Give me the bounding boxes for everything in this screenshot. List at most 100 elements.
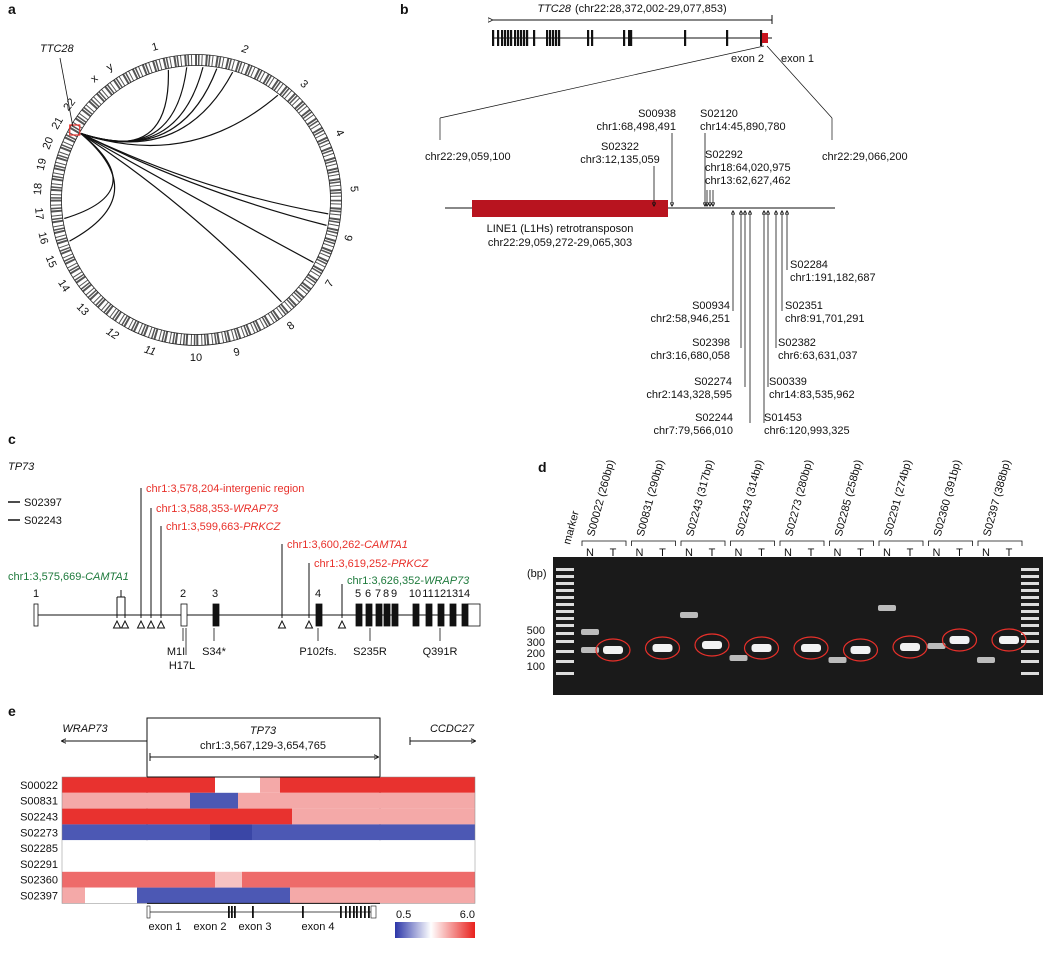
- heatmap-cell: [62, 792, 190, 809]
- ring-edge: [61, 65, 331, 335]
- ladder-label: 500: [527, 625, 545, 637]
- lane-bracket: [581, 540, 627, 546]
- gel-band: [977, 657, 995, 663]
- exon: [365, 603, 373, 627]
- ttc28-locus: [69, 124, 81, 136]
- panel-label: b: [400, 1, 409, 17]
- exon-number: 14: [458, 588, 470, 600]
- breakpoint-label: chr1:3,599,663-PRKCZ: [166, 521, 282, 533]
- exon-label: exon 2: [731, 53, 764, 65]
- exon: [368, 906, 370, 918]
- exon: [360, 906, 362, 918]
- gel-band: [999, 636, 1019, 644]
- ladder-band: [556, 568, 574, 571]
- breakpoint: [277, 619, 287, 629]
- gel: [553, 557, 1043, 695]
- locus: chr14:83,535,962: [769, 389, 855, 401]
- chromosome-label: 17: [32, 207, 45, 220]
- sample-label: S02291 (274bp): [882, 458, 914, 537]
- locus: chr7:79,566,010: [653, 425, 733, 437]
- sample-id: S02322: [601, 141, 639, 153]
- locus: chr1:3,575,669-: [8, 571, 85, 583]
- exon: [340, 906, 342, 918]
- exon: [353, 906, 355, 918]
- exon-label: exon 1: [781, 53, 814, 65]
- lane-bracket: [977, 540, 1023, 546]
- gel-band: [751, 644, 772, 652]
- mutation: S235R: [353, 646, 387, 658]
- gel-band: [581, 629, 599, 635]
- heatmap-cell: [252, 824, 475, 841]
- sample-id: S00934: [692, 300, 730, 312]
- gel-band: [652, 644, 673, 652]
- breakpoint: [156, 619, 166, 629]
- ring-edge: [50, 54, 342, 346]
- gel-band: [603, 646, 623, 654]
- gel-band: [581, 647, 599, 653]
- exon: [375, 603, 383, 627]
- panel-label: d: [538, 459, 547, 475]
- lane-label: T: [1006, 547, 1013, 559]
- locus: chr1:3,588,353-: [156, 503, 233, 515]
- sample-label: S00022 (260bp): [585, 458, 617, 537]
- ladder-label: 300: [527, 637, 545, 649]
- sample-id: S02284: [790, 259, 828, 271]
- locus: chr6:120,993,325: [764, 425, 850, 437]
- exon: [591, 30, 594, 46]
- exon-label: exon 1: [148, 921, 181, 933]
- exon: [630, 30, 633, 46]
- exon-label: exon 4: [301, 921, 334, 933]
- chromosome-label: 19: [35, 157, 49, 172]
- exon: [517, 30, 520, 46]
- sample-label: S02273 (280bp): [783, 458, 815, 537]
- scale-label: 0.5: [396, 909, 411, 921]
- exon: [461, 603, 469, 627]
- exon: [355, 603, 363, 627]
- exon: [504, 30, 507, 46]
- breakpoint-label: chr1:3,626,352-WRAP73: [347, 575, 470, 587]
- chromosome-label: 18: [32, 182, 45, 195]
- exon-number: 10: [409, 588, 421, 600]
- sample-label: S02397: [20, 891, 58, 903]
- gel-band: [878, 605, 896, 611]
- exon: [252, 906, 254, 918]
- exon: [492, 30, 495, 46]
- exon: [501, 30, 504, 46]
- breakpoint-label: chr1:3,619,252-PRKCZ: [314, 558, 430, 570]
- gene-label: TP73: [250, 725, 277, 737]
- ladder-band: [1021, 596, 1039, 599]
- line: [439, 45, 765, 119]
- ladder-band: [556, 582, 574, 585]
- exon: [558, 30, 561, 46]
- chromosome-label: 8: [285, 319, 297, 332]
- ladder-band: [556, 640, 574, 643]
- lane-label: T: [907, 547, 914, 559]
- sample-label: S00022: [20, 780, 58, 792]
- exon: [546, 30, 549, 46]
- ladder-band: [556, 617, 574, 620]
- sample-id: S02351: [785, 300, 823, 312]
- fusion-arc: [80, 71, 234, 143]
- lane-label: T: [758, 547, 765, 559]
- ladder-band: [1021, 640, 1039, 643]
- gene-label: CCDC27: [430, 723, 475, 735]
- locus: chr3:16,680,058: [650, 350, 730, 362]
- lane-bracket: [928, 540, 973, 546]
- lane-bracket: [829, 540, 874, 546]
- sample-label: S02243: [20, 812, 58, 824]
- exon: [345, 906, 347, 918]
- exon: [370, 905, 377, 919]
- exon-number: 12: [434, 588, 446, 600]
- lane-bracket: [680, 540, 726, 546]
- ladder-band: [1021, 575, 1039, 578]
- exon: [231, 906, 233, 918]
- lane-label: N: [933, 547, 941, 559]
- mutation: S34*: [202, 646, 227, 658]
- exon: [391, 603, 399, 627]
- exon-number: 1: [33, 588, 39, 600]
- element-label: chr22:29,059,272-29,065,303: [488, 237, 632, 249]
- exon: [623, 30, 626, 46]
- exon: [628, 30, 631, 46]
- gel-band: [900, 643, 920, 651]
